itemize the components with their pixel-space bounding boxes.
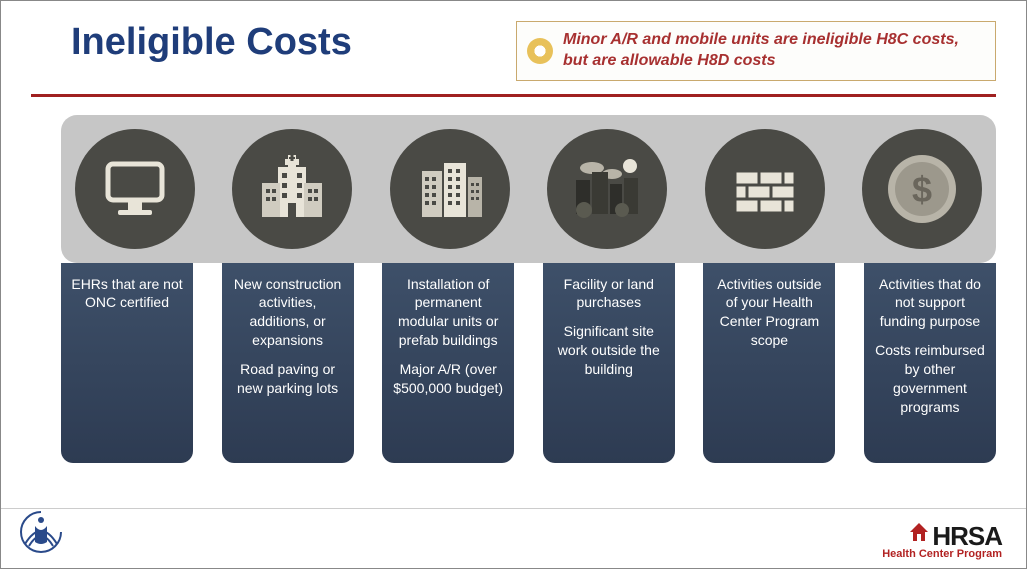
col-text: Facility or land purchases xyxy=(551,275,667,313)
columns: EHRs that are not ONC certified New cons… xyxy=(61,263,996,463)
note-box: Minor A/R and mobile units are ineligibl… xyxy=(516,21,996,81)
sun-icon xyxy=(527,38,553,64)
page-title: Ineligible Costs xyxy=(71,21,352,64)
house-icon xyxy=(908,519,930,550)
brick-wall-icon xyxy=(705,129,825,249)
icon-band: $ xyxy=(61,115,996,263)
slide: Ineligible Costs Minor A/R and mobile un… xyxy=(0,0,1027,569)
col-text: Costs reimbursed by other government pro… xyxy=(872,341,988,417)
col-text: New construction activities, additions, … xyxy=(230,275,346,351)
col-text: Installation of permanent modular units … xyxy=(390,275,506,351)
divider xyxy=(31,94,996,97)
hrsa-sub: Health Center Program xyxy=(882,548,1002,560)
column-6: Activities that do not support funding p… xyxy=(864,263,996,463)
monitor-icon xyxy=(75,129,195,249)
svg-text:$: $ xyxy=(912,169,932,210)
col-text: Road paving or new parking lots xyxy=(230,360,346,398)
column-1: EHRs that are not ONC certified xyxy=(61,263,193,463)
col-text: Major A/R (over $500,000 budget) xyxy=(390,360,506,398)
column-5: Activities outside of your Health Center… xyxy=(703,263,835,463)
note-text: Minor A/R and mobile units are ineligibl… xyxy=(563,30,981,72)
col-text: Activities that do not support funding p… xyxy=(872,275,988,332)
hrsa-text: HRSA xyxy=(932,521,1002,551)
buildings-icon xyxy=(390,129,510,249)
column-4: Facility or land purchases Significant s… xyxy=(543,263,675,463)
column-3: Installation of permanent modular units … xyxy=(382,263,514,463)
cityscape-icon xyxy=(547,129,667,249)
hrsa-logo: HRSA Health Center Program xyxy=(882,519,1002,560)
footer: HRSA Health Center Program xyxy=(1,508,1026,568)
hospital-icon xyxy=(232,129,352,249)
column-2: New construction activities, additions, … xyxy=(222,263,354,463)
col-text: Significant site work outside the buildi… xyxy=(551,322,667,379)
header: Ineligible Costs Minor A/R and mobile un… xyxy=(1,1,1026,86)
col-text: Activities outside of your Health Center… xyxy=(711,275,827,351)
col-text: EHRs that are not ONC certified xyxy=(69,275,185,313)
dollar-coin-icon: $ xyxy=(862,129,982,249)
hhs-logo-icon xyxy=(15,506,67,558)
